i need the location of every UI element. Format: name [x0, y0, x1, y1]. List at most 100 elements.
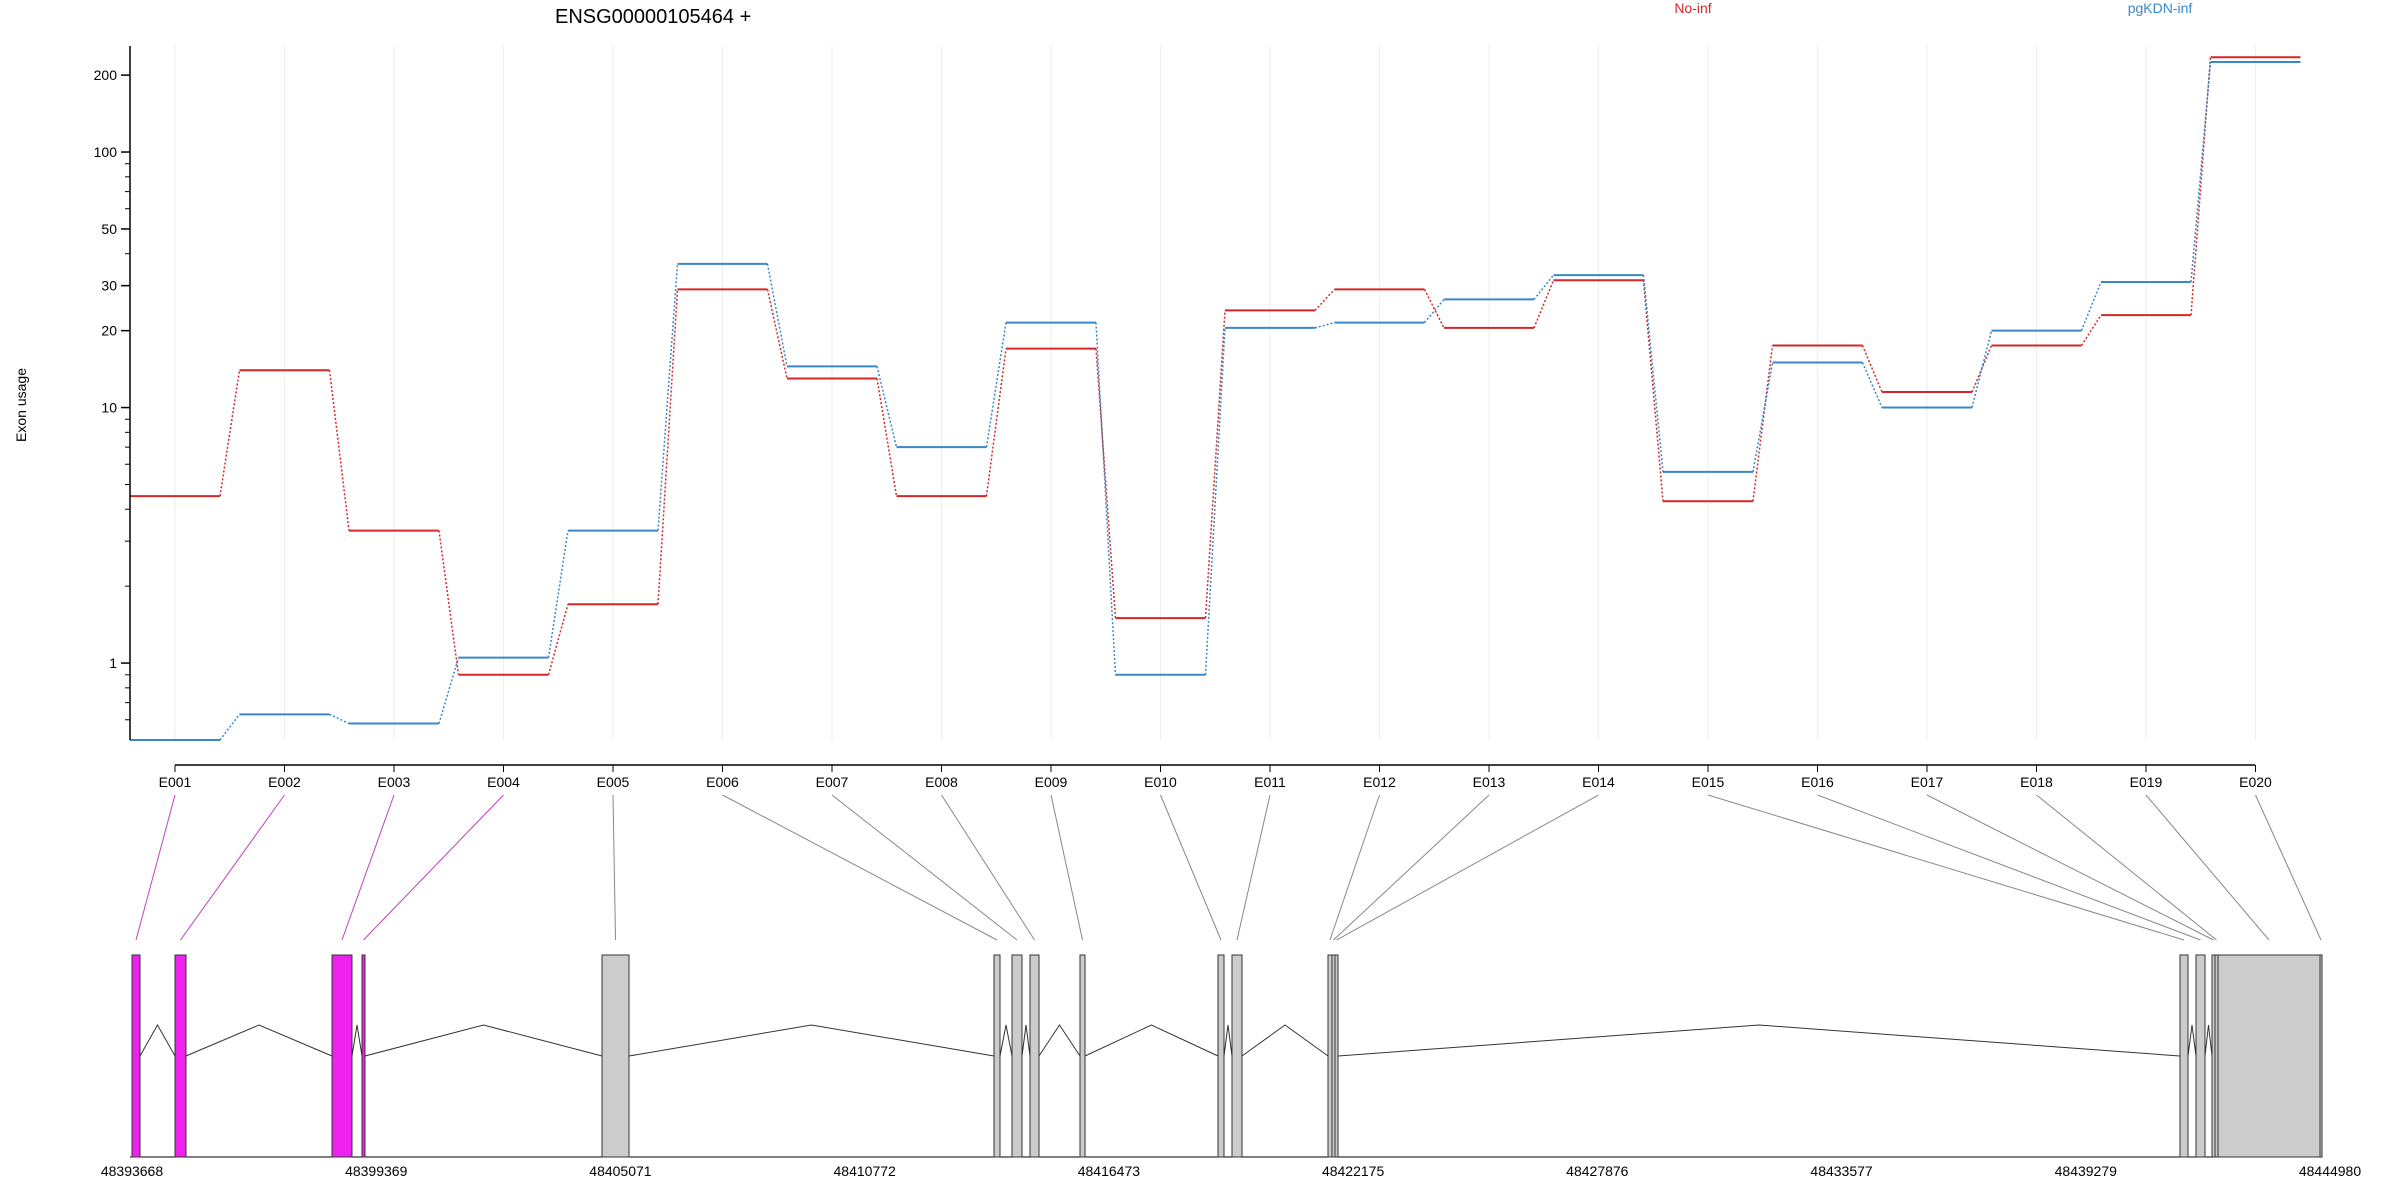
series-transition-pgkdn-inf [1204, 327, 1226, 675]
series-transition-pgkdn-inf [1971, 330, 1993, 408]
connector-e020 [2255, 794, 2322, 941]
series-transition-pgkdn-inf [438, 657, 460, 724]
series-transition-no-inf [2190, 57, 2212, 316]
series-transition-pgkdn-inf [219, 713, 241, 741]
exon-e010 [1217, 954, 1225, 1158]
coordinate-label: 48393668 [101, 1163, 164, 1179]
series-transition-no-inf [1095, 348, 1117, 619]
series-transition-no-inf [547, 603, 569, 675]
connector-e012 [1329, 794, 1380, 941]
y-tick-label: 30 [101, 278, 117, 294]
connector-e008 [941, 794, 1035, 941]
intron-line [364, 1024, 603, 1057]
coordinate-label: 48433577 [1810, 1163, 1873, 1179]
x-tick-label: E013 [1473, 774, 1506, 790]
series-transition-no-inf [1533, 279, 1555, 329]
x-tick-label: E009 [1035, 774, 1068, 790]
series-transition-no-inf [219, 370, 241, 497]
y-tick-label: 20 [101, 323, 117, 339]
x-tick-label: E014 [1582, 774, 1615, 790]
series-transition-pgkdn-inf [547, 530, 569, 658]
connector-e013 [1333, 794, 1490, 941]
series-transition-no-inf [1204, 310, 1226, 619]
exon-e016 [2195, 954, 2206, 1158]
x-ticks: E001 E002 E003 E004 E005 E006 E007 E008 E009 E010… [159, 765, 2272, 790]
y-tick-label: 10 [101, 400, 117, 416]
intron-line [351, 1024, 363, 1057]
connector-e005 [612, 794, 616, 941]
intron-line [1241, 1024, 1329, 1057]
exon-e014 [1334, 954, 1339, 1158]
coordinate-label: 48410772 [834, 1163, 897, 1179]
exon-e019 [2217, 954, 2321, 1158]
y-ticks: 1 10 20 30 50 100 200 [94, 67, 130, 721]
series-transition-no-inf [2080, 314, 2102, 346]
x-tick-label: E005 [597, 774, 630, 790]
intron-line [139, 1023, 176, 1057]
intron-line [1084, 1024, 1219, 1057]
x-tick-label: E001 [159, 774, 192, 790]
connector-e011 [1236, 794, 1271, 941]
x-tick-label: E012 [1363, 774, 1396, 790]
connector-e001 [135, 794, 176, 941]
x-tick-label: E004 [487, 774, 520, 790]
series-transition-no-inf [1314, 288, 1336, 311]
connector-e009 [1050, 794, 1083, 941]
intron-line [628, 1024, 995, 1057]
connector-e015 [1707, 794, 2185, 941]
coordinate-label: 48439279 [2055, 1163, 2118, 1179]
series-transition-pgkdn-inf [1423, 298, 1445, 324]
series-transition-pgkdn-inf [1314, 321, 1335, 329]
exon-e004 [361, 954, 366, 1158]
connector-e003 [341, 794, 395, 941]
x-tick-label: E003 [378, 774, 411, 790]
intron-line [2187, 1024, 2197, 1057]
series-transition-pgkdn-inf [1642, 274, 1664, 472]
connector-e004 [363, 794, 504, 941]
y-tick-label: 200 [94, 67, 118, 83]
exon-e001 [131, 954, 141, 1158]
series-transition-no-inf [438, 530, 460, 675]
exon-e002 [174, 954, 187, 1158]
intron-line [999, 1024, 1013, 1057]
intron-line [1337, 1024, 2181, 1057]
coordinate-label: 48399369 [345, 1163, 408, 1179]
series-transition-pgkdn-inf [1752, 362, 1774, 473]
exon-e007 [1011, 954, 1023, 1158]
x-tick-label: E018 [2020, 774, 2053, 790]
genomic-coordinates: 48393668 48399369 48405071 48410772 48416473… [101, 1163, 2362, 1179]
series-transition-pgkdn-inf [985, 322, 1007, 448]
exon-e006 [993, 954, 1001, 1158]
y-tick-label: 100 [94, 144, 118, 160]
series-transition-no-inf [766, 289, 788, 379]
y-axis-label: Exon usage [13, 368, 29, 442]
series-transition-no-inf [1752, 345, 1774, 502]
connector-e019 [2145, 794, 2270, 941]
series-transition-pgkdn-inf [766, 263, 788, 367]
intron-line [1038, 1024, 1081, 1057]
x-tick-label: E006 [706, 774, 739, 790]
series-transition-pgkdn-inf [1533, 274, 1555, 300]
series-no-inf [130, 56, 2301, 676]
exon-connectors [135, 794, 2322, 941]
x-tick-label: E008 [925, 774, 958, 790]
intron-line [1021, 1024, 1031, 1057]
coordinate-label: 48427876 [1566, 1163, 1629, 1179]
intron-line [2204, 1024, 2213, 1057]
y-tick-label: 1 [109, 655, 117, 671]
exon-e015 [2179, 954, 2189, 1158]
x-tick-label: E007 [816, 774, 849, 790]
exon-e003 [331, 954, 353, 1158]
x-tick-label: E017 [1911, 774, 1944, 790]
exon-e009 [1079, 954, 1086, 1158]
axes [129, 46, 2255, 766]
connector-e016 [1817, 794, 2201, 941]
series-transition-no-inf [657, 289, 679, 605]
exon-e008 [1029, 954, 1040, 1158]
x-tick-label: E016 [1801, 774, 1834, 790]
coordinate-label: 48416473 [1078, 1163, 1141, 1179]
x-tick-label: E010 [1144, 774, 1177, 790]
x-tick-label: E002 [268, 774, 301, 790]
series-transition-no-inf [985, 348, 1007, 497]
